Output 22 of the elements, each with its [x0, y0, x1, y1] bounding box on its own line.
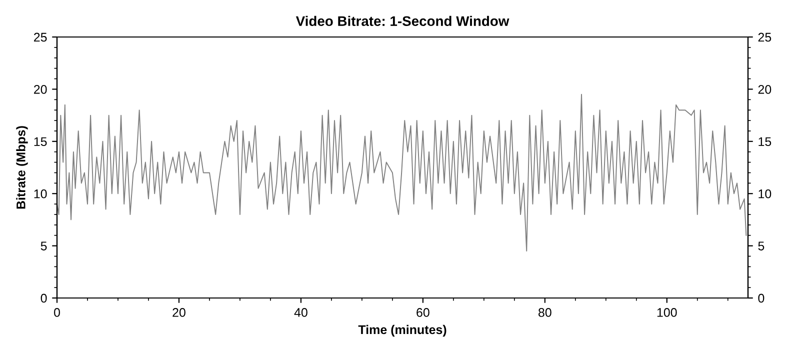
y-tick-label: 0: [40, 294, 47, 303]
y-tick-label: 10: [34, 189, 47, 198]
x-tick-label: 80: [538, 308, 552, 317]
y-tick-label: 25: [34, 32, 47, 42]
y2-tick-label: 0: [758, 294, 764, 303]
y2-tick-label: 25: [758, 32, 772, 42]
y-tick-label: 5: [40, 242, 47, 250]
x-tick-label: 100: [657, 308, 677, 317]
y2-tick-label: 20: [758, 85, 772, 94]
y2-tick-label: 10: [758, 189, 772, 198]
x-tick-label: 40: [294, 308, 308, 317]
x-tick-label: 60: [416, 308, 430, 317]
y-axis-title: Bitrate (Mbps): [16, 126, 28, 209]
line-series: [57, 94, 747, 252]
chart-title: Video Bitrate: 1-Second Window: [296, 16, 510, 26]
x-tick-label: 0: [54, 308, 60, 317]
x-tick-label: 20: [172, 308, 186, 317]
y2-tick-label: 5: [758, 242, 764, 250]
x-axis-title: Time (minutes): [358, 324, 446, 337]
y-tick-label: 20: [34, 85, 47, 94]
y-tick-label: 15: [34, 137, 47, 146]
y2-tick-label: 15: [758, 137, 772, 146]
